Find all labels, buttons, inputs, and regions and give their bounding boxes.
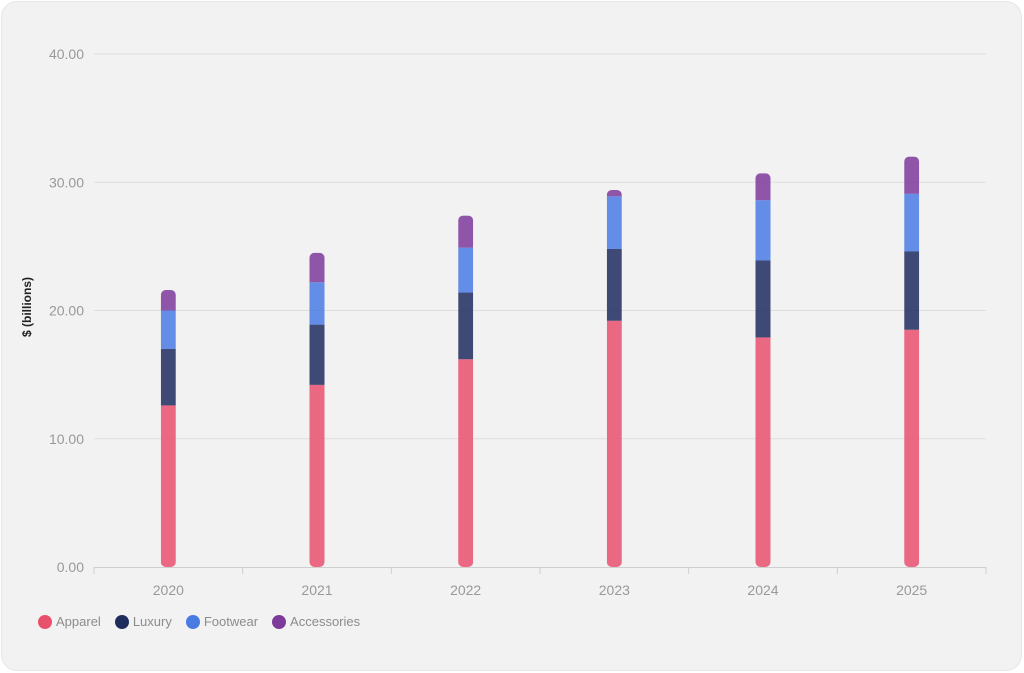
bar-segment-accessories[interactable] [309,252,325,283]
bar-segment-luxury[interactable] [904,251,920,330]
x-tick-label: 2021 [301,582,332,598]
bar-segment-footwear[interactable] [458,247,474,293]
y-tick-label: 40.00 [49,46,84,62]
gridlines [94,53,986,440]
bar-segment-apparel[interactable] [755,337,771,567]
y-tick-label: 20.00 [49,303,84,319]
bar-stack [755,173,771,567]
x-axis: 2020 2021 2022 2023 2024 2025 [93,567,987,598]
y-axis-ticks: 0.00 10.00 20.00 30.00 40.00 [49,46,84,575]
legend-item-footwear[interactable]: Footwear [185,614,259,629]
bar-stack [904,156,920,567]
bar-segment-accessories[interactable] [904,156,920,194]
legend: Apparel Luxury Footwear Accessories [38,614,360,629]
bar-stack [309,252,325,567]
bar-segment-footwear[interactable] [160,310,176,349]
bar-segment-luxury[interactable] [309,324,325,385]
bar-segment-accessories[interactable] [458,215,474,248]
bar-stack [458,215,474,567]
x-tick-label: 2023 [599,582,630,598]
bar-segment-luxury[interactable] [755,260,771,338]
y-tick-label: 0.00 [57,559,84,575]
x-tick-label: 2020 [153,582,184,598]
bar-segment-luxury[interactable] [160,348,176,406]
bar-segment-footwear[interactable] [755,200,771,261]
bar-segment-accessories[interactable] [160,289,176,311]
x-tick-label: 2025 [896,582,927,598]
legend-swatch [272,614,287,629]
bar-segment-apparel[interactable] [309,384,325,567]
legend-item-accessories[interactable]: Accessories [272,614,360,629]
bar-segment-luxury[interactable] [458,292,474,360]
bar-segment-footwear[interactable] [606,196,622,249]
legend-label: Luxury [132,614,172,629]
bar-stack [606,189,622,567]
bar-segment-footwear[interactable] [309,282,325,325]
bar-segment-apparel[interactable] [904,329,920,567]
bar-segment-accessories[interactable] [606,189,622,197]
bar-segment-apparel[interactable] [606,320,622,567]
legend-swatch [114,614,129,629]
bar-segment-luxury[interactable] [606,248,622,321]
legend-item-apparel[interactable]: Apparel [38,614,101,629]
legend-label: Footwear [203,614,259,629]
x-tick-label: 2022 [450,582,481,598]
bar-segment-accessories[interactable] [755,173,771,201]
y-axis-title: $ (billions) [20,277,34,337]
bars [160,156,920,567]
bar-segment-footwear[interactable] [904,193,920,252]
legend-item-luxury[interactable]: Luxury [114,614,172,629]
x-tick-label: 2024 [747,582,778,598]
y-tick-label: 10.00 [49,431,84,447]
legend-swatch [38,614,52,629]
y-tick-label: 30.00 [49,174,84,190]
legend-swatch [185,614,200,629]
bar-segment-apparel[interactable] [160,405,176,567]
legend-label: Apparel [56,614,101,629]
bar-segment-apparel[interactable] [458,359,474,567]
bar-stack [160,289,176,567]
legend-label: Accessories [290,614,361,629]
